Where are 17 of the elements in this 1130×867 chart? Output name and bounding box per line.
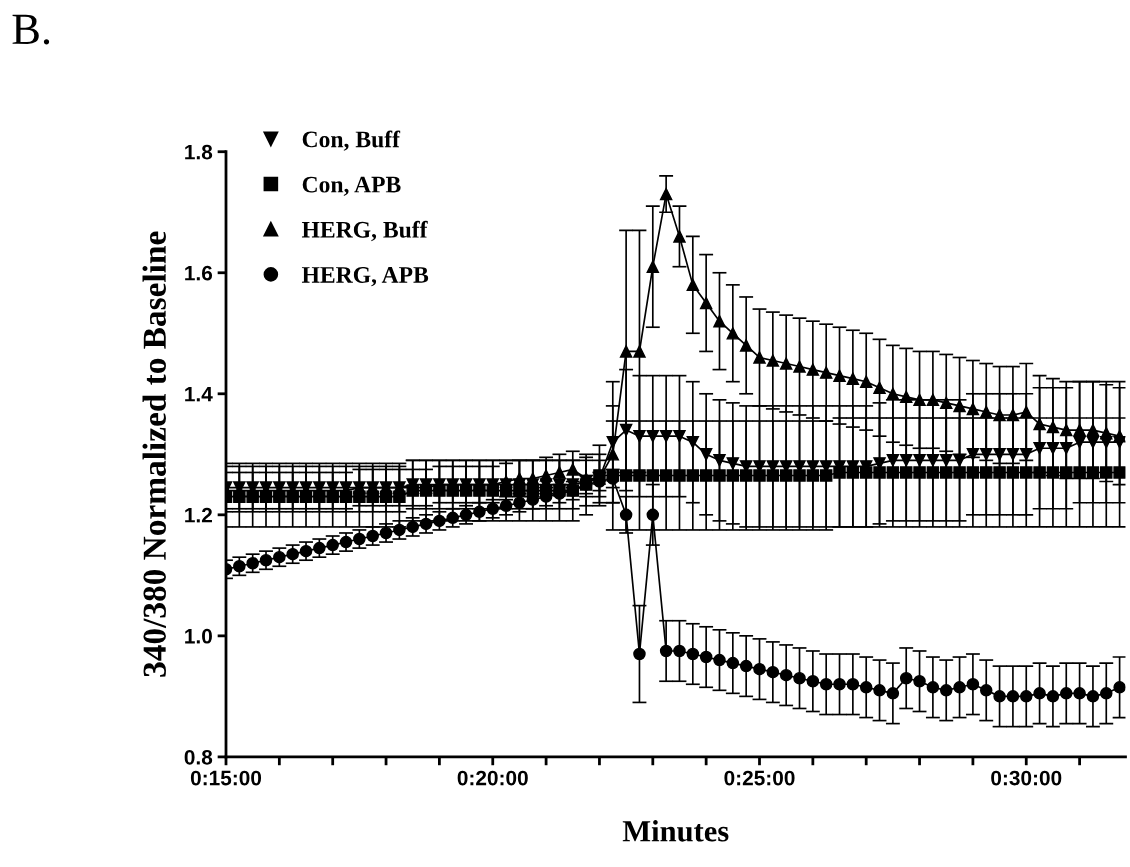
y-tick-label: 1.0: [185, 628, 212, 644]
x-tick-label: 0:30:00: [991, 770, 1062, 786]
legend-label: Con, Buff: [302, 130, 401, 151]
y-axis-title: 340/380 Normalized to Baseline: [142, 231, 166, 677]
y-tick-label: 1.8: [185, 144, 213, 160]
y-tick-label: 1.4: [185, 387, 213, 402]
x-tick-label: 0:25:00: [724, 770, 795, 786]
x-tick-label: 0:15:00: [190, 770, 262, 786]
legend-label: HERG, APB: [301, 267, 429, 287]
y-tick-label: 1.6: [185, 265, 213, 281]
x-tick-label: 0:20:00: [457, 770, 528, 786]
legend-label: HERG, Buff: [301, 220, 428, 242]
x-axis-title: Minutes: [622, 820, 729, 842]
legend-label: Con, APB: [302, 176, 401, 196]
y-tick-label: 1.2: [185, 507, 212, 523]
y-tick-label: 0.8: [184, 749, 213, 765]
chart-title: B.: [12, 14, 50, 45]
